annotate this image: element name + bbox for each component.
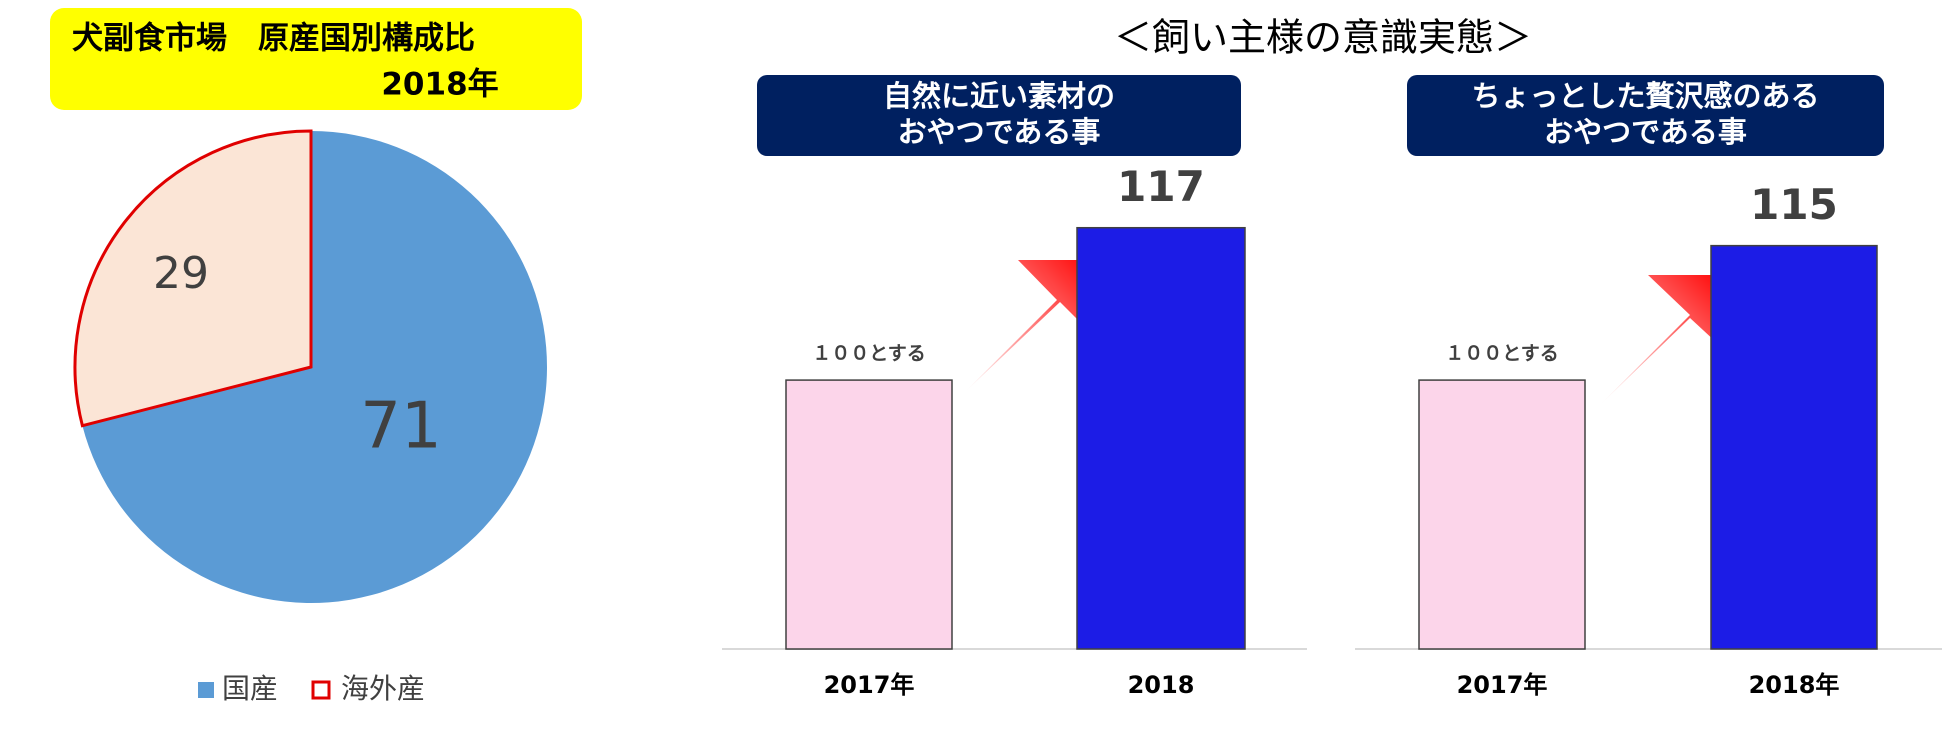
chart-title: おやつである事 [898,115,1101,149]
bar [785,379,953,650]
pie-title: 犬副食市場 原産国別構成比 [72,21,475,57]
arrow [965,260,1100,392]
x-tick-label: 2018 [1128,671,1195,699]
legend-label: 国産 [222,672,278,705]
chart-title: 自然に近い素材の [883,79,1115,113]
data-label: １００とする [812,343,925,365]
heading: ＜飼い主様の意識実態＞ [1114,16,1532,60]
data-label: 115 [1750,180,1838,229]
pie-slice [73,129,313,428]
legend-label: 海外産 [341,672,425,705]
legend-marker [311,680,331,700]
pie-slice [82,131,548,604]
data-label: 29 [153,248,209,299]
pie-subtitle: 2018年 [381,67,498,103]
title-box [50,8,582,110]
chart-title: ちょっとした贅沢感のある [1471,79,1819,113]
x-tick-label: 2017年 [1457,671,1548,699]
bar [1710,244,1878,650]
x-tick-label: 2018年 [1749,671,1840,699]
arrow [1600,275,1730,405]
chart-title: おやつである事 [1544,115,1747,149]
data-label: 117 [1117,162,1205,211]
data-label: １００とする [1445,343,1558,365]
bar [1418,379,1586,650]
x-tick-label: 2017年 [824,671,915,699]
legend-marker [198,682,214,698]
bar [1076,226,1246,650]
title-box [1407,75,1884,156]
title-box [757,75,1241,156]
data-label: 71 [360,390,441,464]
